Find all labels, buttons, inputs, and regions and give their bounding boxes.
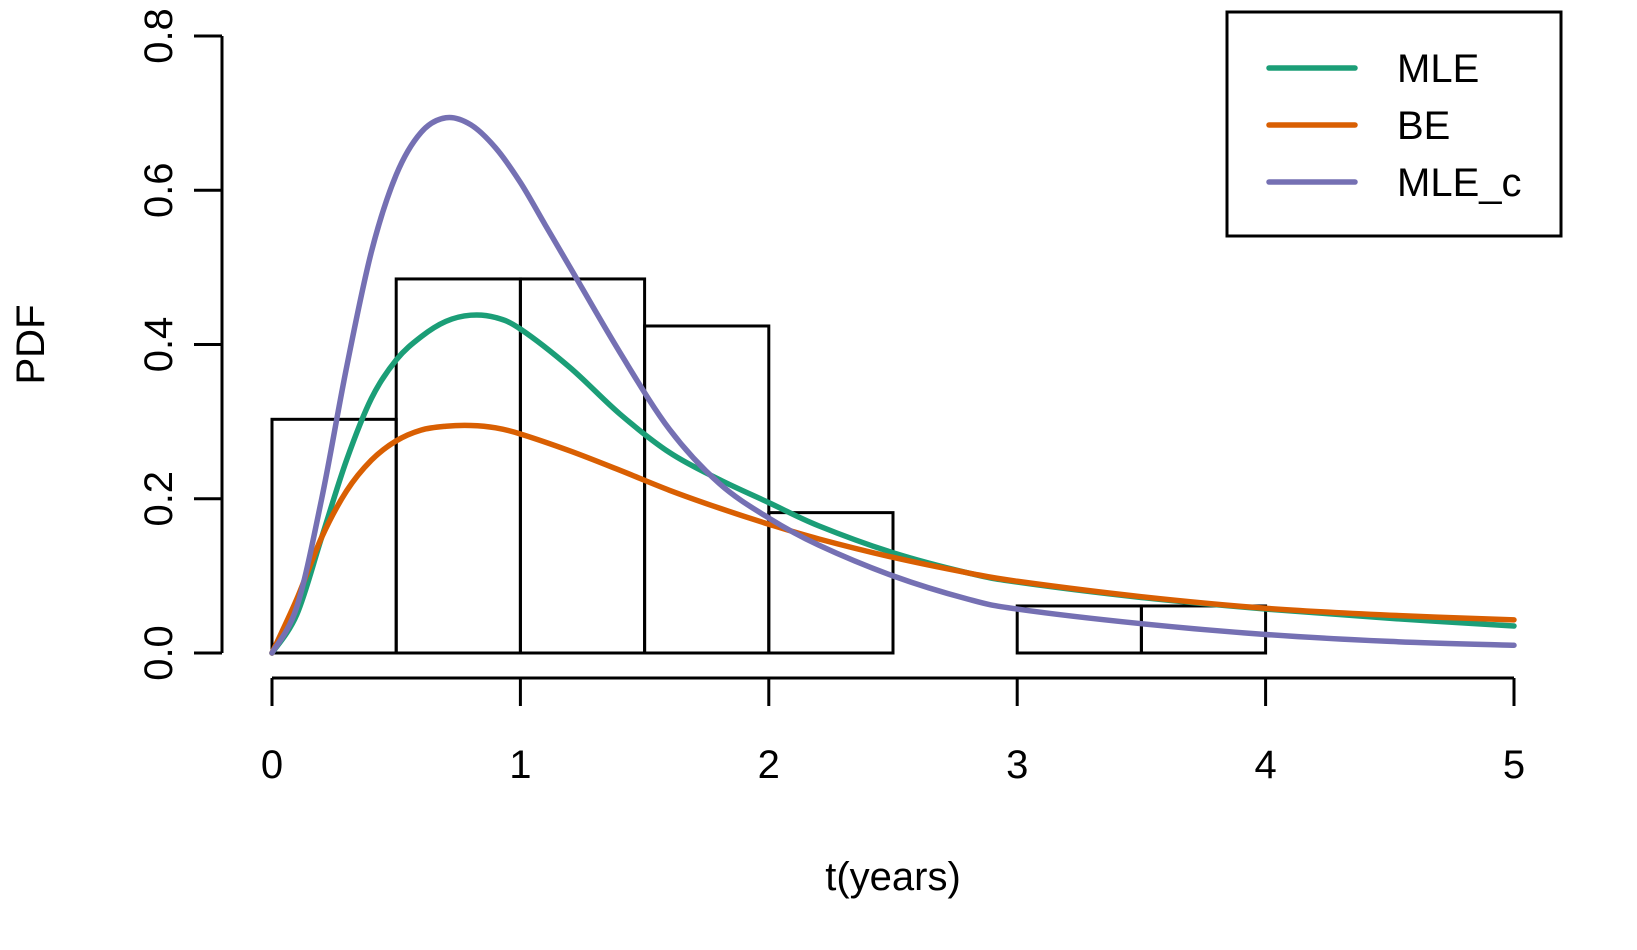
y-tick-label: 0.4 xyxy=(137,317,181,373)
histogram-bar xyxy=(643,324,771,655)
series-line-be xyxy=(269,422,1517,656)
x-tick-label: 3 xyxy=(1006,743,1028,787)
histogram-bar xyxy=(767,511,895,655)
legend-label: BE xyxy=(1397,104,1450,148)
y-tick-label: 0.2 xyxy=(137,471,181,527)
x-tick-label: 0 xyxy=(261,743,283,787)
x-tick-label: 4 xyxy=(1254,743,1276,787)
legend-label: MLE_c xyxy=(1397,161,1522,205)
x-tick-label: 1 xyxy=(509,743,531,787)
y-ticks: 0.0 0.2 0.4 0.6 0.8 xyxy=(137,8,222,681)
histogram-bars xyxy=(270,277,1268,655)
x-ticks: 0 1 2 3 4 5 xyxy=(261,678,1525,787)
x-tick-label: 5 xyxy=(1503,743,1525,787)
y-tick-label: 0.0 xyxy=(137,625,181,681)
density-curves xyxy=(269,114,1517,656)
y-tick-label: 0.6 xyxy=(137,162,181,218)
axes: 0.0 0.2 0.4 0.6 0.8 0 1 2 3 4 5 xyxy=(137,8,1525,787)
series-line-mle-c xyxy=(269,114,1517,656)
histogram-bar xyxy=(394,277,522,655)
legend-label: MLE xyxy=(1397,47,1479,91)
y-axis-title: PDF xyxy=(9,305,53,385)
y-tick-label: 0.8 xyxy=(137,8,181,64)
x-tick-label: 2 xyxy=(758,743,780,787)
x-axis-title: t(years) xyxy=(825,855,961,899)
legend: MLE BE MLE_c xyxy=(1225,10,1563,238)
histogram-bar xyxy=(518,277,647,655)
